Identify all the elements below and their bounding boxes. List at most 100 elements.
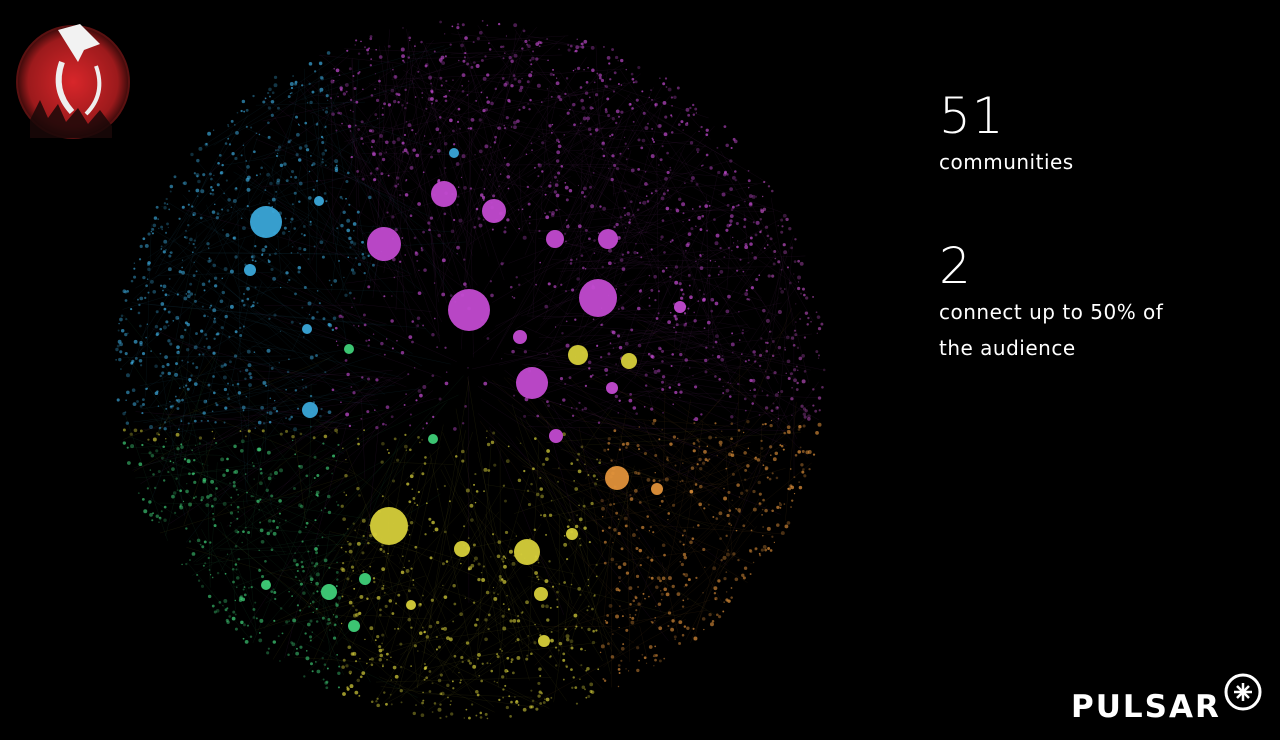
node [665,206,670,211]
node [505,705,509,710]
node [334,428,338,433]
node [333,67,336,70]
node [729,214,734,218]
node [667,576,672,581]
node [323,192,327,195]
node [297,123,300,125]
edge [333,52,483,111]
node [509,144,511,147]
edge [450,49,530,55]
node [580,191,585,195]
node [191,552,196,556]
node [597,421,601,424]
node [587,605,590,608]
node [482,565,485,568]
edge [467,377,497,552]
node [409,424,412,427]
node [599,356,603,359]
node [640,256,643,259]
node [485,590,490,595]
edge [176,338,207,351]
node [660,592,664,596]
node [143,509,148,514]
node [222,229,224,231]
node [324,507,327,509]
node [563,581,566,584]
node [714,596,718,601]
node [652,418,657,423]
node [685,107,690,112]
node [246,349,251,354]
node [382,550,386,554]
node [629,616,632,619]
node [753,256,758,260]
node [474,501,477,504]
node [397,627,400,630]
node [369,35,373,38]
edge [457,31,485,95]
node [211,410,214,413]
node [484,637,488,642]
node [658,438,661,441]
edge [567,125,683,135]
node [393,437,397,441]
node [534,437,537,440]
node [722,385,724,388]
node [474,154,476,156]
edge [499,73,641,189]
edge [349,135,416,289]
node [297,252,299,254]
node [527,502,532,507]
node [403,148,408,153]
edge [198,236,246,346]
node [629,614,631,616]
node [580,664,583,667]
node [356,210,360,214]
node [589,185,593,189]
node [538,45,541,48]
node [610,655,615,659]
edge [324,458,349,464]
node [147,261,151,265]
node [200,329,204,333]
node [511,561,516,566]
node [267,476,272,481]
edge [350,59,360,169]
node [697,151,699,154]
node [793,260,797,263]
edge [158,442,205,551]
node [780,218,784,222]
node [245,395,248,398]
node [186,387,190,391]
node [621,615,624,618]
node [254,286,257,289]
node [221,290,226,295]
edge [162,286,283,356]
node [212,512,214,515]
edge [630,363,701,400]
node [454,455,458,458]
node [313,455,317,459]
node [744,245,749,250]
node [155,310,159,314]
node [767,274,771,278]
edge [611,417,731,427]
node [129,432,133,436]
edge [380,609,495,708]
node [304,144,308,148]
node [655,654,658,657]
node [407,589,411,593]
node [820,322,824,326]
edge [437,91,528,124]
node [466,62,470,66]
node [315,607,318,610]
node [193,472,195,475]
edge [192,409,355,475]
node [224,142,228,145]
node [408,335,413,339]
node [672,403,675,406]
node [435,99,438,103]
edge [244,407,355,426]
node [234,529,239,534]
node [549,72,553,76]
